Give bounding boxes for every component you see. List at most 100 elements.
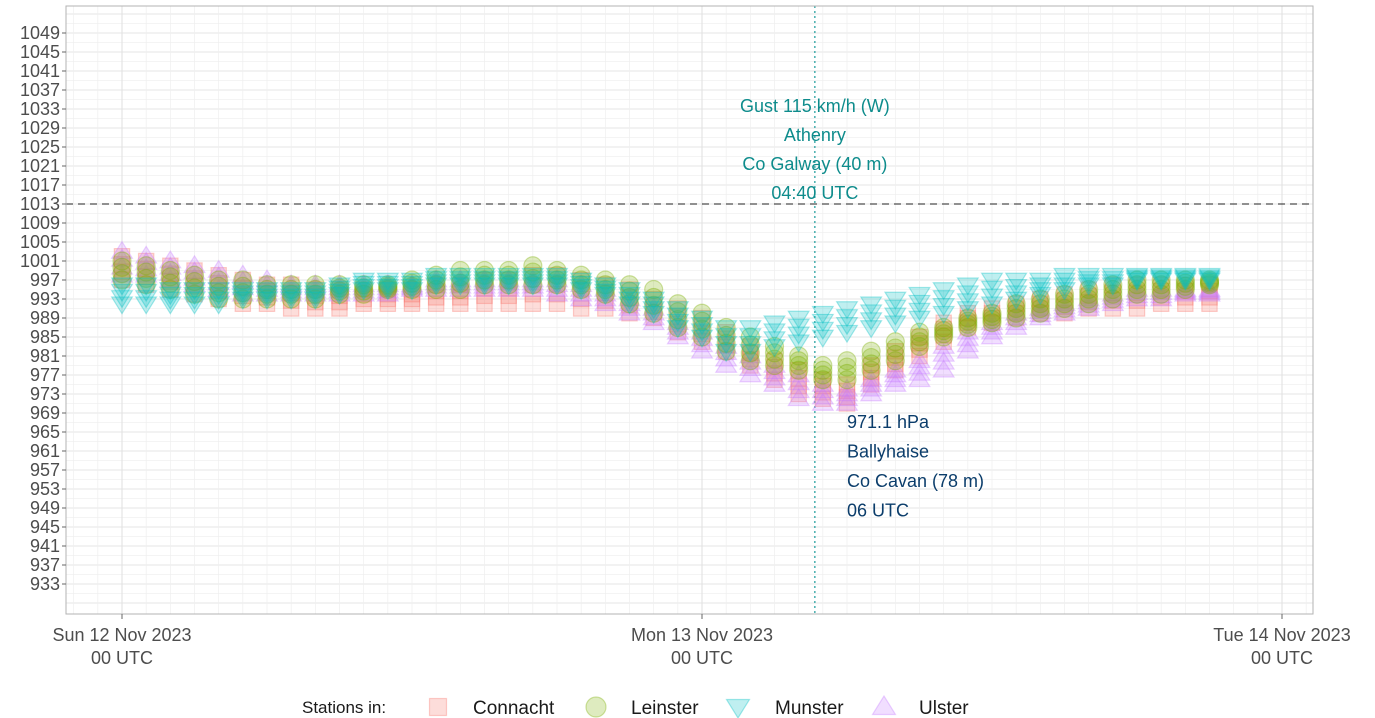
point-ulster — [738, 344, 762, 364]
point-connacht — [524, 295, 542, 313]
point-leinster — [474, 270, 495, 290]
point-munster — [110, 296, 134, 315]
point-connacht — [1152, 289, 1170, 306]
point-leinster — [160, 273, 180, 293]
point-ulster — [569, 273, 593, 293]
point-leinster — [499, 265, 519, 285]
point-connacht — [1007, 309, 1025, 327]
point-connacht — [572, 271, 590, 289]
point-connacht — [911, 328, 928, 346]
point-connacht — [911, 341, 928, 358]
point-munster — [134, 290, 158, 309]
point-munster — [642, 296, 666, 315]
point-connacht — [693, 309, 711, 327]
point-ulster — [763, 360, 786, 380]
point-leinster — [813, 365, 833, 385]
point-munster — [1028, 277, 1052, 296]
y-tick-label: 953 — [30, 479, 60, 499]
x-tick-label-date: Mon 13 Nov 2023 — [631, 625, 773, 645]
point-munster — [690, 316, 714, 336]
point-ulster — [1149, 281, 1173, 301]
point-ulster — [908, 362, 931, 381]
point-ulster — [424, 275, 448, 294]
point-munster — [1053, 267, 1076, 287]
point-munster — [956, 277, 980, 296]
point-ulster — [883, 363, 907, 383]
point-munster — [448, 277, 472, 296]
point-ulster — [352, 280, 376, 299]
point-leinster — [136, 275, 156, 295]
point-leinster — [1079, 279, 1099, 300]
point-ulster — [1173, 281, 1197, 301]
point-ulster — [883, 368, 907, 388]
point-ulster — [569, 287, 593, 307]
point-leinster — [1127, 270, 1147, 290]
point-ulster — [883, 359, 907, 378]
min-pressure-annotation: 971.1 hPa Ballyhaise Co Cavan (78 m) 06 UTC — [847, 412, 984, 521]
point-munster — [328, 280, 351, 299]
point-ulster — [207, 265, 231, 285]
point-connacht — [210, 274, 227, 292]
point-leinster — [1127, 279, 1147, 300]
point-ulster — [1077, 287, 1101, 307]
point-munster — [231, 288, 255, 307]
point-leinster — [1030, 298, 1050, 319]
point-munster — [1053, 272, 1076, 292]
point-ulster — [883, 373, 907, 392]
point-leinster — [257, 275, 277, 295]
point-munster — [1149, 271, 1173, 290]
point-ulster — [424, 268, 448, 288]
point-connacht — [983, 309, 1001, 327]
point-ulster — [1198, 283, 1221, 302]
point-leinster — [1030, 289, 1050, 309]
point-connacht — [186, 270, 203, 287]
point-connacht — [1104, 276, 1122, 294]
point-ulster — [956, 321, 980, 340]
point-ulster — [811, 373, 835, 392]
point-munster — [883, 315, 907, 334]
point-leinster — [1079, 294, 1099, 314]
point-munster — [207, 282, 231, 301]
point-connacht — [838, 388, 856, 406]
point-connacht — [597, 300, 614, 317]
point-ulster — [231, 276, 255, 296]
point-connacht — [887, 349, 904, 366]
point-leinster — [764, 349, 785, 369]
point-leinster — [1199, 275, 1220, 295]
point-leinster — [160, 260, 180, 281]
point-ulster — [424, 272, 448, 291]
point-leinster — [982, 313, 1002, 333]
point-ulster — [279, 280, 303, 299]
x-axis-ticks: Sun 12 Nov 2023 00 UTC Mon 13 Nov 2023 00 U… — [52, 614, 1351, 668]
point-connacht — [307, 293, 324, 311]
point-leinster — [209, 289, 229, 309]
y-tick-label: 945 — [30, 517, 60, 537]
point-connacht — [645, 290, 662, 308]
x-tick-label-time: 00 UTC — [1251, 648, 1313, 668]
point-leinster — [1199, 271, 1220, 292]
point-munster — [328, 277, 351, 296]
point-munster — [956, 285, 980, 304]
point-connacht — [597, 276, 614, 294]
point-munster — [1077, 274, 1101, 293]
point-connacht — [331, 287, 348, 305]
point-munster — [352, 282, 376, 301]
gust-annotation-line: Gust 115 km/h (W) — [740, 96, 890, 116]
point-leinster — [1175, 270, 1195, 290]
point-connacht — [524, 286, 542, 303]
point-leinster — [1006, 298, 1026, 319]
point-munster — [231, 285, 255, 304]
point-connacht — [162, 273, 179, 290]
point-ulster — [835, 378, 859, 397]
point-connacht — [1177, 282, 1194, 300]
point-leinster — [837, 357, 857, 377]
point-leinster — [644, 303, 664, 323]
point-leinster — [233, 270, 253, 290]
point-munster — [158, 291, 182, 311]
point-leinster — [112, 270, 132, 290]
point-leinster — [837, 363, 857, 384]
point-ulster — [1125, 284, 1149, 304]
point-ulster — [158, 268, 182, 288]
point-leinster — [281, 289, 301, 309]
point-munster — [1149, 272, 1173, 292]
